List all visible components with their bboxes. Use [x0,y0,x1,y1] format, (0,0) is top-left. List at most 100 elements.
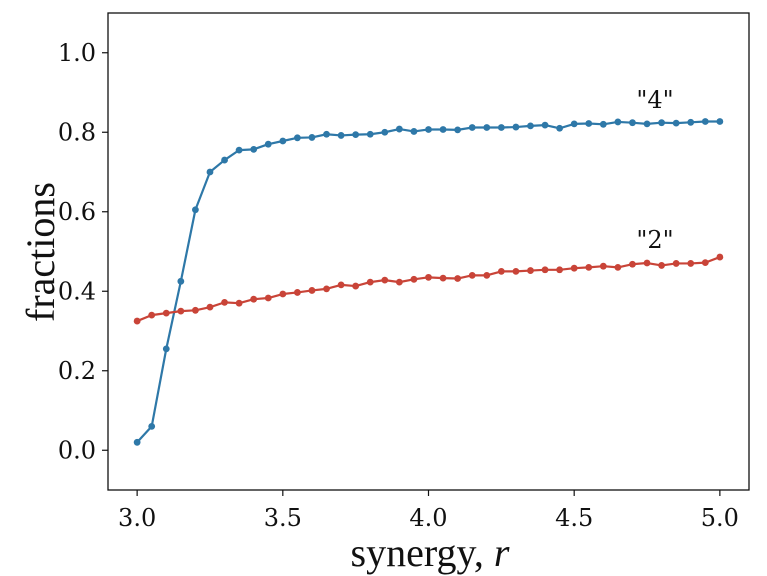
data-point [512,123,520,131]
data-point [716,253,724,261]
data-point [585,120,593,127]
data-point [570,120,578,128]
data-point [366,278,374,286]
series-line [136,120,720,444]
data-point [395,278,403,286]
y-tick-label: 1.0 [58,39,96,67]
data-point [221,298,228,306]
series-1 [133,118,724,446]
data-point [381,128,389,136]
data-point [556,266,564,274]
data-point [629,119,636,127]
data-point [395,125,403,133]
data-point [658,119,665,127]
data-point [192,206,199,214]
x-tick-marks [136,490,721,496]
data-point [643,120,651,128]
data-point [614,264,622,271]
data-point [541,121,549,129]
data-point [235,299,243,307]
data-point [629,260,636,268]
data-point [221,156,228,164]
data-point [570,264,578,272]
data-point [148,423,156,430]
series-2 [133,253,724,325]
data-point [337,132,345,139]
x-axis-label-text: synergy, [351,530,494,575]
data-point [323,285,330,293]
data-point [264,294,272,302]
data-point [250,145,258,153]
data-point [293,289,301,296]
data-point [279,137,287,145]
data-point [206,303,214,311]
y-tick-label: 0.6 [58,198,96,226]
x-tick-label: 3.5 [264,504,302,532]
data-point [162,345,170,353]
data-point [658,262,665,269]
data-point [177,277,185,285]
data-point [497,267,505,275]
data-point [672,260,680,267]
x-tick-label: 4.0 [409,504,447,532]
x-axis-label: synergy, r [351,530,510,575]
data-point [483,124,491,131]
data-point [425,273,432,281]
data-point [308,287,316,294]
data-point [337,281,345,289]
data-point [614,118,622,126]
data-point [716,118,724,125]
data-point [323,130,330,138]
data-point [410,275,418,283]
x-tick-label: 3.0 [118,504,156,532]
data-point [468,124,476,131]
data-point [425,126,432,133]
data-point [483,271,491,279]
x-tick-label: 4.5 [555,504,593,532]
y-axis-label: fractions [18,182,63,322]
data-point [454,275,462,282]
data-point [206,168,214,176]
data-point [672,119,680,127]
data-point [279,290,287,298]
y-tick-labels: 0.0 0.2 0.4 0.6 0.8 1.0 [58,39,96,465]
data-point [264,140,272,148]
data-point [235,146,243,154]
data-point [352,131,360,139]
data-point [148,311,156,319]
data-point [439,274,447,282]
data-point [381,276,389,284]
data-point [250,295,258,303]
data-point [162,309,170,317]
y-tick-label: 0.2 [58,357,96,385]
data-point [599,262,607,270]
data-point [133,438,141,446]
plot-frame [107,12,750,491]
data-point [643,259,651,267]
data-point [541,266,549,274]
x-axis-label-variable: r [494,530,510,575]
data-point [512,267,520,275]
data-point [687,118,695,126]
data-point [308,134,316,141]
data-point [410,128,418,135]
data-point [585,264,593,271]
data-point [599,120,607,128]
data-point [468,271,476,279]
data-point [454,126,462,134]
y-tick-label: 0.8 [58,118,96,146]
data-point [192,306,199,314]
data-point [352,282,360,290]
data-point [177,307,185,315]
data-point [133,317,141,325]
data-point [527,267,534,274]
y-tick-marks [102,52,108,451]
data-point [497,124,505,131]
data-point [439,126,447,133]
data-point [556,124,564,132]
data-point [366,130,374,138]
series-label: "2" [636,226,673,254]
x-tick-labels: 3.0 3.5 4.0 4.5 5.0 [118,504,739,532]
y-tick-label: 0.4 [58,277,96,305]
